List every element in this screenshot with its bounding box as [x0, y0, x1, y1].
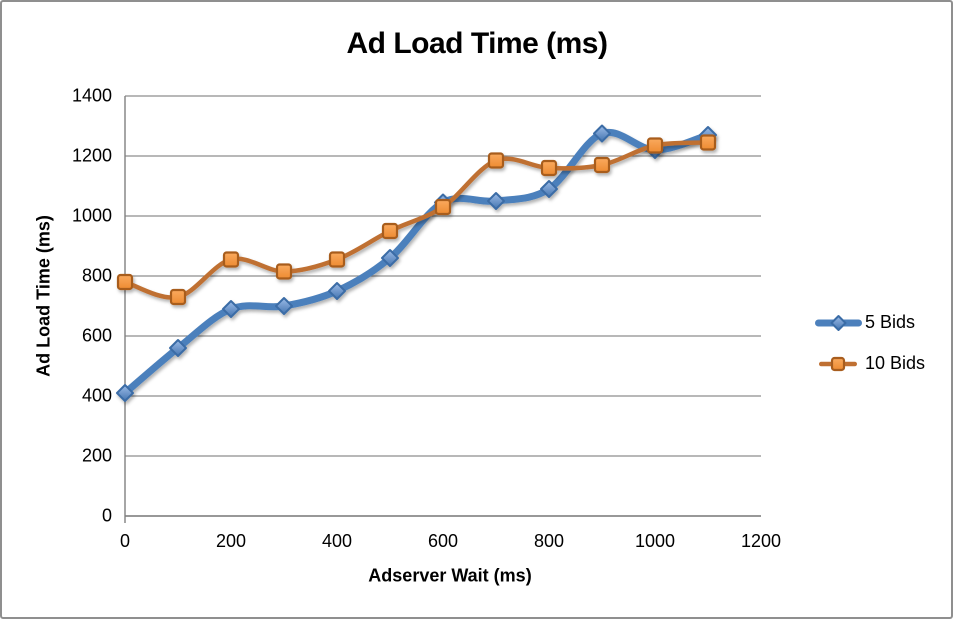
- marker-square-icon: [487, 152, 505, 169]
- marker-diamond-icon: [275, 297, 293, 315]
- marker-diamond-icon: [540, 180, 558, 198]
- y-axis-title: Ad Load Time (ms): [33, 215, 54, 377]
- y-tick-label: 1000: [71, 205, 112, 226]
- x-tick-label: 400: [321, 531, 353, 551]
- x-tick-label: 0: [119, 531, 131, 551]
- y-tick-label: 600: [81, 325, 112, 346]
- marker-square-icon: [593, 156, 611, 174]
- legend-marker-swatch: [815, 314, 862, 331]
- y-tick-label: 1400: [71, 85, 112, 106]
- marker-square-icon: [116, 273, 134, 291]
- y-tick-label: 1200: [71, 145, 112, 166]
- legend-item-10-bids: 10 Bids: [814, 343, 925, 384]
- y-tick-label: 800: [81, 265, 112, 286]
- x-axis-title: Adserver Wait (ms): [368, 565, 532, 586]
- marker-diamond-icon: [830, 314, 847, 331]
- marker-diamond-icon: [116, 384, 134, 402]
- legend-marker-square-icon: [814, 349, 863, 379]
- series-line: [122, 140, 711, 300]
- marker-square-icon: [540, 159, 558, 177]
- series-5-bids: [116, 124, 717, 402]
- marker-diamond-icon: [381, 249, 399, 267]
- series-10-bids: [116, 134, 717, 306]
- legend: 5 Bids 10 Bids: [814, 302, 925, 384]
- marker-diamond-icon: [222, 300, 240, 318]
- marker-diamond-icon: [487, 192, 505, 210]
- x-tick-label: 800: [533, 531, 565, 551]
- marker-diamond-icon: [169, 339, 187, 357]
- legend-label: 10 Bids: [865, 353, 926, 373]
- legend-marker-diamond-icon: [814, 308, 863, 338]
- marker-square-icon: [222, 251, 240, 268]
- marker-square-icon: [381, 222, 399, 240]
- y-tick-label: 0: [101, 505, 112, 526]
- x-tick-label: 200: [215, 531, 247, 551]
- marker-square-icon: [646, 137, 664, 154]
- legend-label: 5 Bids: [865, 312, 916, 332]
- series-line: [121, 128, 712, 397]
- x-tick-label: 1200: [740, 531, 782, 551]
- y-tick-label: 400: [81, 385, 112, 406]
- legend-item-5-bids: 5 Bids: [814, 302, 925, 343]
- chart-title: Ad Load Time (ms): [346, 27, 608, 60]
- marker-diamond-icon: [593, 124, 611, 143]
- y-tick-label: 200: [81, 445, 112, 466]
- marker-square-icon: [434, 198, 452, 216]
- marker-square-icon: [328, 251, 346, 268]
- x-tick-label: 1000: [634, 531, 676, 551]
- marker-square-icon: [275, 263, 293, 280]
- marker-square-icon: [169, 288, 187, 306]
- marker-diamond-icon: [328, 282, 346, 300]
- marker-square-icon: [699, 134, 717, 151]
- marker-square-icon: [830, 356, 846, 371]
- legend-marker-swatch: [819, 356, 857, 371]
- x-tick-label: 600: [427, 531, 459, 551]
